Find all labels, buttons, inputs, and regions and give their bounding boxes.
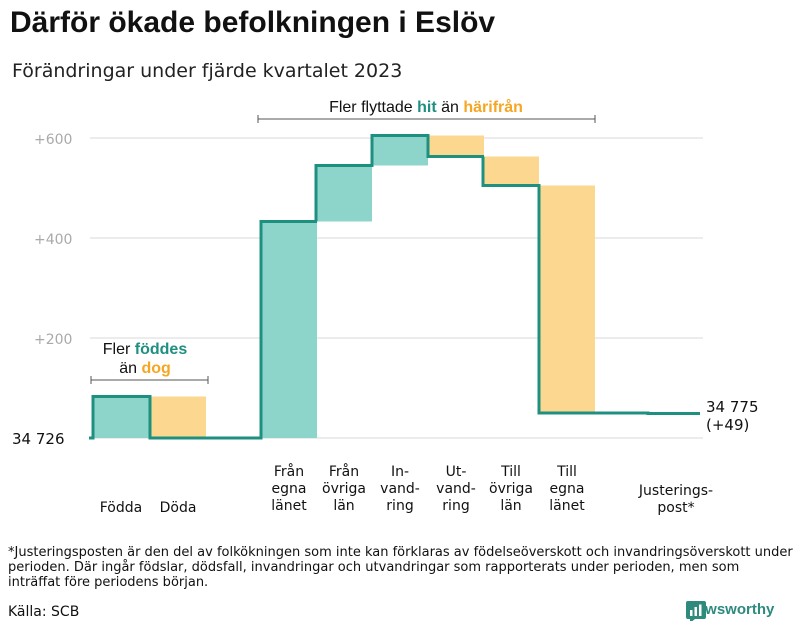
category-label: Från <box>329 463 359 480</box>
annotation-deaths: än dog <box>119 360 171 377</box>
annotation-births: Fler föddes <box>103 341 188 358</box>
category-label: län <box>500 498 521 514</box>
chart-title: Därför ökade befolkningen i Eslöv <box>10 6 496 39</box>
start-value-label: 34 726 <box>12 430 65 448</box>
category-label: Till <box>556 464 577 480</box>
category-label: vand- <box>436 481 476 497</box>
newsworthy-logo[interactable]: Newsworthy <box>686 601 775 621</box>
footnote: *Justeringsposten är den del av folkökni… <box>8 545 793 590</box>
category-label: övriga <box>322 481 366 497</box>
newsworthy-icon <box>686 601 706 621</box>
category-label: län <box>333 498 354 514</box>
y-tick-label: +600 <box>34 132 72 148</box>
y-tick-label: +200 <box>34 332 72 348</box>
bar-invandring <box>372 135 428 166</box>
category-label: Från <box>274 463 304 480</box>
category-label: länet <box>549 498 585 514</box>
running-total-line <box>89 134 700 440</box>
category-label: vand- <box>380 481 420 497</box>
category-label: Födda <box>100 500 142 516</box>
category-label: Till <box>500 464 521 480</box>
brand-name: Newsworthy <box>686 601 775 618</box>
end-value-label: 34 775 <box>706 398 759 416</box>
category-label: post* <box>657 500 694 516</box>
bar-frånegnalänet <box>261 221 317 438</box>
bar-tillegnalänet <box>539 185 595 413</box>
bar-födda <box>93 396 149 438</box>
category-label: Döda <box>160 500 197 516</box>
chart-subtitle: Förändringar under fjärde kvartalet 2023 <box>12 60 403 82</box>
bar-tillövrigalän <box>483 156 539 186</box>
bar-döda <box>150 396 206 438</box>
bar-frånövrigalän <box>316 165 372 222</box>
category-label: ring <box>386 498 413 514</box>
bar-utvandring <box>428 135 484 157</box>
category-label: ring <box>442 498 469 514</box>
end-change-label: (+49) <box>706 416 749 434</box>
category-label: egna <box>272 481 307 497</box>
category-label: egna <box>550 481 585 497</box>
source-label: Källa: SCB <box>8 604 80 620</box>
category-label: Ut- <box>446 464 467 480</box>
annotation-migration: Fler flyttade hit än härifrån <box>329 98 523 116</box>
y-tick-label: +400 <box>34 232 72 248</box>
category-label: övriga <box>489 481 533 497</box>
category-label: In- <box>391 464 409 480</box>
category-label: Justerings- <box>638 483 713 499</box>
category-label: länet <box>271 498 307 514</box>
